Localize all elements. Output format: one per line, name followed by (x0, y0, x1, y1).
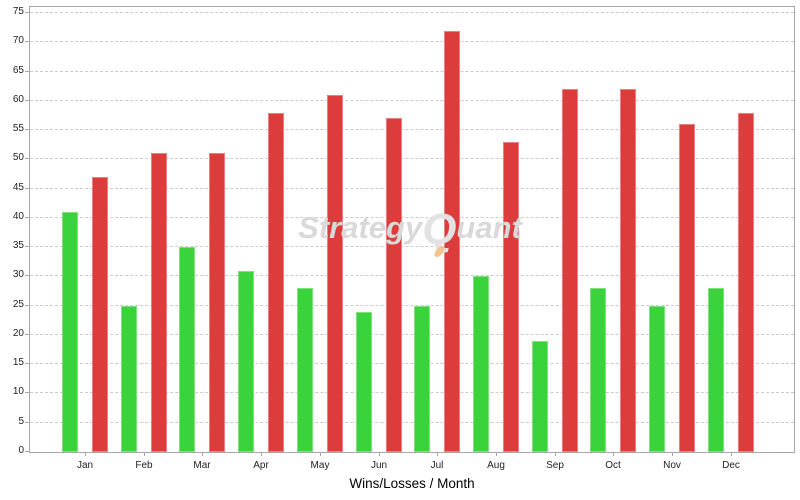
bar-wins-may (297, 288, 313, 452)
bar-wins-mar (179, 247, 195, 452)
y-axis-tick-mark (25, 129, 29, 130)
y-axis-tick-mark (25, 71, 29, 72)
gridline-y-50 (30, 158, 794, 159)
bar-losses-nov (679, 124, 695, 452)
y-axis-tick-label: 75 (12, 6, 24, 17)
bar-losses-apr (268, 113, 284, 452)
gridline-y-65 (30, 71, 794, 72)
bar-wins-oct (590, 288, 606, 452)
gridline-y-60 (30, 100, 794, 101)
x-axis-tick-mark (672, 453, 673, 456)
bar-wins-sep (532, 341, 548, 452)
y-axis-tick-label: 50 (12, 152, 24, 163)
gridline-y-70 (30, 41, 794, 42)
y-axis-tick-label: 10 (12, 386, 24, 397)
x-axis-month-label-oct: Oct (605, 460, 621, 471)
y-axis-tick-label: 15 (12, 357, 24, 368)
gridline-y-25 (30, 305, 794, 306)
y-axis-tick-label: 65 (12, 65, 24, 76)
gridline-y-75 (30, 12, 794, 13)
x-axis-month-label-jul: Jul (430, 460, 444, 471)
y-axis-tick-label: 70 (12, 35, 24, 46)
gridline-y-35 (30, 246, 794, 247)
bar-wins-aug (473, 276, 489, 452)
y-axis-tick-label: 20 (12, 328, 24, 339)
y-axis-tick-label: 5 (18, 416, 24, 427)
x-axis-month-label-feb: Feb (135, 460, 153, 471)
y-axis-tick-label: 60 (12, 94, 24, 105)
y-axis-tick-label: 45 (12, 182, 24, 193)
y-axis-tick-label: 55 (12, 123, 24, 134)
bar-losses-jan (92, 177, 108, 452)
x-axis-tick-mark (85, 453, 86, 456)
y-axis-tick-mark (25, 422, 29, 423)
y-axis-tick-mark (25, 100, 29, 101)
y-axis-tick-label: 25 (12, 299, 24, 310)
y-axis-tick-mark (25, 305, 29, 306)
gridline-y-45 (30, 188, 794, 189)
y-axis-tick-mark (25, 275, 29, 276)
bar-wins-nov (649, 306, 665, 452)
x-axis-tick-mark (496, 453, 497, 456)
y-axis-tick-mark (25, 363, 29, 364)
x-axis-month-label-mar: Mar (193, 460, 211, 471)
x-axis-month-label-apr: Apr (253, 460, 269, 471)
y-axis-tick-mark (25, 392, 29, 393)
gridline-y-15 (30, 363, 794, 364)
y-axis-tick-mark (25, 334, 29, 335)
x-axis-month-label-aug: Aug (487, 460, 505, 471)
x-axis-tick-mark (202, 453, 203, 456)
x-axis-month-label-dec: Dec (722, 460, 740, 471)
y-axis-tick-mark (25, 158, 29, 159)
y-axis-tick-label: 40 (12, 211, 24, 222)
gridline-y-10 (30, 392, 794, 393)
x-axis-tick-mark (613, 453, 614, 456)
y-axis-tick-mark (25, 217, 29, 218)
x-axis-tick-mark (144, 453, 145, 456)
x-axis-month-label-nov: Nov (663, 460, 681, 471)
y-axis-tick-mark (25, 41, 29, 42)
bar-losses-aug (503, 142, 519, 452)
bar-wins-jul (414, 306, 430, 452)
bar-wins-apr (238, 271, 254, 452)
bar-wins-jan (62, 212, 78, 452)
gridline-y-55 (30, 129, 794, 130)
x-axis-month-label-jan: Jan (76, 460, 94, 471)
y-axis-tick-mark (25, 12, 29, 13)
bar-losses-mar (209, 153, 225, 452)
bar-losses-sep (562, 89, 578, 452)
x-axis-tick-mark (320, 453, 321, 456)
y-axis-tick-mark (25, 188, 29, 189)
gridline-y-30 (30, 275, 794, 276)
bar-losses-may (327, 95, 343, 452)
x-axis-tick-mark (379, 453, 380, 456)
gridline-y-20 (30, 334, 794, 335)
bar-losses-jul (444, 31, 460, 452)
x-axis-tick-mark (261, 453, 262, 456)
y-axis-tick-label: 0 (18, 445, 24, 456)
y-axis-tick-mark (25, 451, 29, 452)
x-axis-tick-mark (731, 453, 732, 456)
bar-wins-feb (121, 306, 137, 452)
x-axis-tick-mark (555, 453, 556, 456)
bar-wins-dec (708, 288, 724, 452)
x-axis-month-label-sep: Sep (546, 460, 564, 471)
gridline-y-5 (30, 422, 794, 423)
bar-losses-oct (620, 89, 636, 452)
y-axis-tick-label: 35 (12, 240, 24, 251)
x-axis-title: Wins/Losses / Month (349, 476, 475, 491)
bar-losses-dec (738, 113, 754, 452)
gridline-y-40 (30, 217, 794, 218)
y-axis-tick-label: 30 (12, 269, 24, 280)
x-axis-tick-mark (437, 453, 438, 456)
y-axis-tick-mark (25, 246, 29, 247)
bar-losses-feb (151, 153, 167, 452)
bar-losses-jun (386, 118, 402, 452)
plot-area (29, 6, 795, 453)
x-axis-month-label-may: May (310, 460, 330, 471)
x-axis-month-label-jun: Jun (370, 460, 388, 471)
bar-wins-jun (356, 312, 372, 452)
